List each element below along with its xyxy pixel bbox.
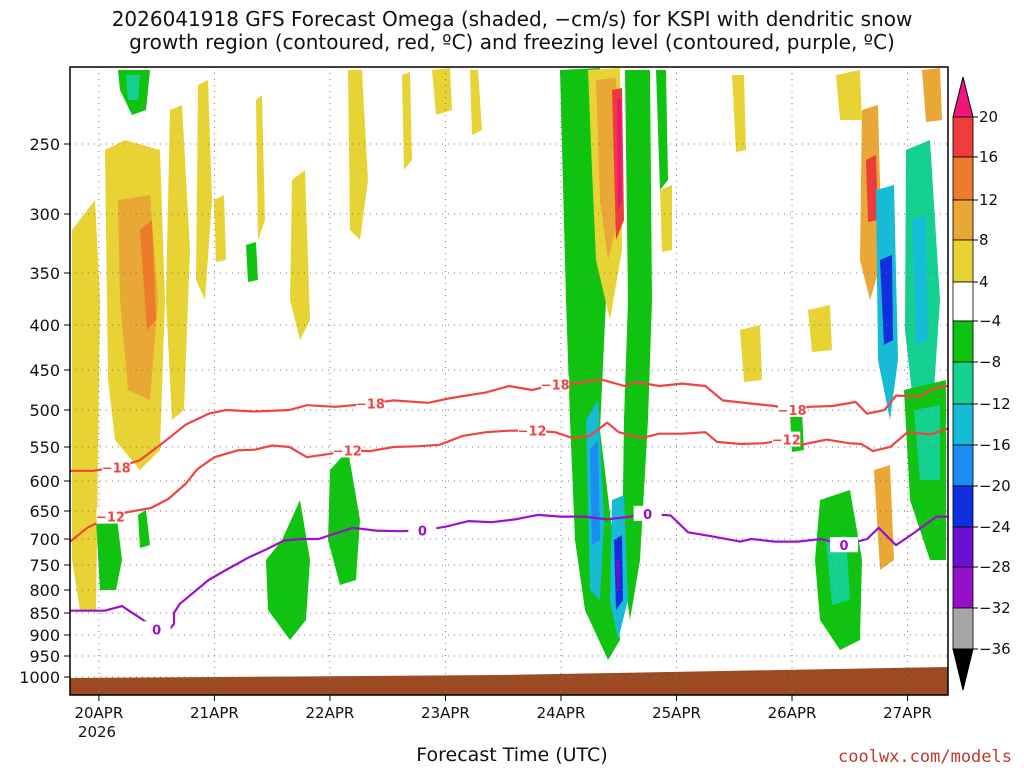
colorbar-swatch-12 bbox=[952, 607, 974, 650]
contour-label-0-1: −18 bbox=[356, 398, 385, 413]
colorbar-swatch-11 bbox=[952, 566, 974, 609]
x-tick-label-20APR: 20APR bbox=[74, 704, 123, 722]
y-tick-label-650: 650 bbox=[29, 502, 60, 521]
y-tick-label-550: 550 bbox=[29, 438, 60, 457]
colorbar-label-6: −8 bbox=[979, 353, 1001, 371]
plot-frame bbox=[69, 66, 949, 696]
colorbar-label-4: 4 bbox=[979, 273, 989, 291]
colorbar-swatch-10 bbox=[952, 526, 974, 568]
colorbar-label-5: −4 bbox=[979, 312, 1001, 330]
chart-title-line1: 2026041918 GFS Forecast Omega (shaded, −… bbox=[111, 7, 913, 31]
contour-label-2-0: 0 bbox=[152, 623, 161, 638]
colorbar-label-8: −16 bbox=[979, 436, 1011, 454]
colorbar: 20 16 12 8 4 −4 −8 −12 −16 −20 −24 −28 −32 −36 bbox=[952, 76, 1011, 691]
y-tick-label-400: 400 bbox=[29, 316, 60, 335]
contour-label-bg-1-3 bbox=[772, 431, 801, 447]
contours: −18 −18 −18 −18 −12 −12 −12 −12 0 0 0 0 bbox=[70, 376, 948, 638]
contour-label-2-1: 0 bbox=[418, 525, 427, 540]
contour-label-0-3: −18 bbox=[778, 404, 807, 419]
colorbar-label-3: 8 bbox=[979, 231, 989, 249]
y-tick-label-300: 300 bbox=[29, 205, 60, 224]
x-tick-label-25APR: 25APR bbox=[652, 704, 701, 722]
colorbar-label-13: −36 bbox=[979, 640, 1011, 658]
chart-title-line2: growth region (contoured, red, ºC) and f… bbox=[129, 30, 895, 54]
x-tick-label-27APR: 27APR bbox=[883, 704, 932, 722]
contour-label-2-3: 0 bbox=[840, 539, 849, 554]
y-tick-label-600: 600 bbox=[29, 472, 60, 491]
contour-label-bg-0-1 bbox=[356, 395, 385, 411]
colorbar-swatch-8 bbox=[952, 444, 974, 487]
y-axis: 250 300 350 400 450 500 550 600 650 700 750 800 850 9… bbox=[19, 135, 70, 687]
y-tick-label-500: 500 bbox=[29, 401, 60, 420]
colorbar-swatch-9 bbox=[952, 485, 974, 528]
y-tick-label-750: 750 bbox=[29, 556, 60, 575]
colorbar-swatch-4 bbox=[952, 281, 974, 322]
x-axis-title: Forecast Time (UTC) bbox=[416, 744, 608, 766]
contour-label-1-0: −12 bbox=[96, 511, 125, 526]
contour-label-bg-1-0 bbox=[96, 508, 125, 524]
y-tick-label-250: 250 bbox=[29, 135, 60, 154]
colorbar-label-1: 16 bbox=[979, 148, 998, 166]
contour-label-1-2: −12 bbox=[518, 425, 547, 440]
x-year-label: 2026 bbox=[78, 723, 116, 741]
y-tick-label-450: 450 bbox=[29, 361, 60, 380]
contour-label-bg-2-2 bbox=[633, 505, 662, 521]
y-tick-label-900: 900 bbox=[29, 626, 60, 645]
contour-label-bg-2-0 bbox=[142, 621, 171, 637]
y-tick-label-350: 350 bbox=[29, 264, 60, 283]
colorbar-swatch-0 bbox=[952, 116, 974, 158]
colorbar-swatch-7 bbox=[952, 403, 974, 446]
colorbar-label-10: −24 bbox=[979, 518, 1011, 536]
colorbar-swatch-6 bbox=[952, 361, 974, 405]
contour-label-bg-1-2 bbox=[518, 422, 547, 438]
colorbar-top-arrow bbox=[952, 76, 974, 118]
credit-text: coolwx.com/models bbox=[838, 747, 1012, 767]
x-tick-label-23APR: 23APR bbox=[421, 704, 470, 722]
contour-label-bg-0-2 bbox=[541, 376, 570, 392]
contour-label-bg-1-1 bbox=[333, 442, 362, 458]
contour-label-bg-0-0 bbox=[102, 459, 131, 475]
x-tick-label-26APR: 26APR bbox=[768, 704, 817, 722]
x-axis: 20APR 21APR 22APR 23APR 24APR 25APR 26APR 27APR bbox=[74, 695, 932, 722]
y-tick-label-850: 850 bbox=[29, 604, 60, 623]
contour-label-1-3: −12 bbox=[772, 434, 801, 449]
colorbar-label-11: −28 bbox=[979, 558, 1011, 576]
contour-label-2-2: 0 bbox=[643, 508, 652, 523]
contour-label-0-2: −18 bbox=[541, 378, 570, 393]
y-tick-label-950: 950 bbox=[29, 647, 60, 666]
colorbar-label-9: −20 bbox=[979, 477, 1011, 495]
omega-shading bbox=[72, 68, 946, 660]
colorbar-label-7: −12 bbox=[979, 395, 1011, 413]
contour-line-0 bbox=[70, 378, 948, 472]
ground-terrain bbox=[70, 667, 948, 695]
contour-line-1 bbox=[70, 421, 948, 543]
y-tick-label-1000: 1000 bbox=[19, 668, 60, 687]
colorbar-swatch-5 bbox=[952, 320, 974, 363]
contour-label-bg-2-3 bbox=[830, 537, 859, 553]
colorbar-swatch-3 bbox=[952, 239, 974, 283]
x-tick-label-21APR: 21APR bbox=[190, 704, 239, 722]
contour-line-2 bbox=[70, 512, 948, 632]
y-tick-label-800: 800 bbox=[29, 581, 60, 600]
contour-label-0-0: −18 bbox=[102, 461, 131, 476]
contour-label-bg-2-1 bbox=[408, 522, 437, 538]
colorbar-label-12: −32 bbox=[979, 599, 1011, 617]
y-tick-label-700: 700 bbox=[29, 530, 60, 549]
colorbar-label-0: 20 bbox=[979, 108, 998, 126]
x-tick-label-22APR: 22APR bbox=[306, 704, 355, 722]
colorbar-label-2: 12 bbox=[979, 191, 998, 209]
colorbar-swatch-1 bbox=[952, 156, 974, 201]
contour-label-1-1: −12 bbox=[333, 444, 362, 459]
x-tick-label-24APR: 24APR bbox=[537, 704, 586, 722]
grid-lines bbox=[70, 67, 948, 695]
colorbar-swatch-2 bbox=[952, 199, 974, 241]
contour-label-bg-0-3 bbox=[778, 402, 807, 417]
colorbar-bottom-arrow bbox=[952, 648, 974, 691]
